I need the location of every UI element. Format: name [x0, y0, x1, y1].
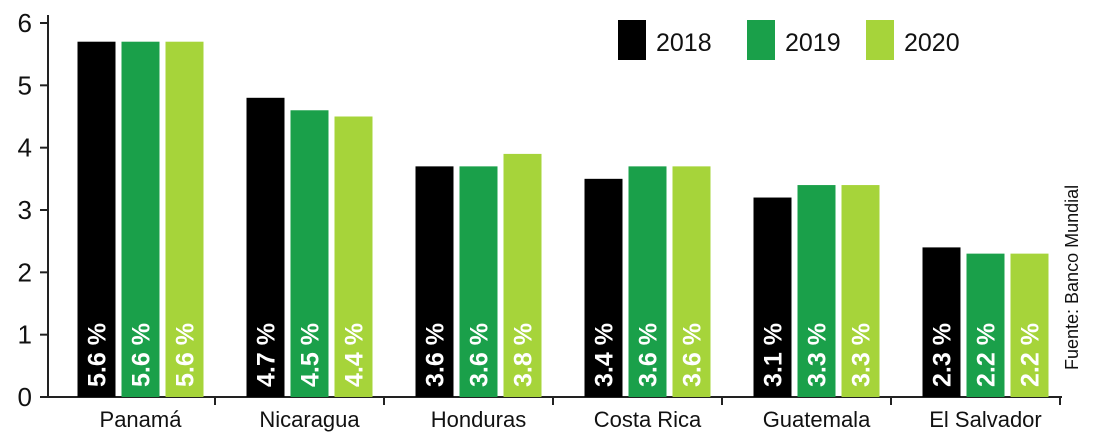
y-tick-label: 0	[18, 382, 32, 412]
bar-2019	[628, 166, 667, 397]
axes	[40, 15, 1062, 405]
bar-data-label: 5.6 %	[172, 323, 200, 387]
y-tick-label: 2	[18, 257, 32, 287]
legend: 2018 2019 2020	[618, 20, 960, 60]
category-label: Nicaragua	[259, 407, 360, 432]
axis-labels: 0 1 2 3 4 5 6 Panamá Nicaragua Honduras Costa Rica…	[18, 8, 1042, 432]
bar-data-label: 3.4 %	[591, 323, 619, 387]
legend-swatch-2018	[618, 20, 646, 60]
legend-label-2019: 2019	[785, 29, 841, 57]
bar-data-label: 3.3 %	[848, 323, 876, 387]
bar-data-label: 3.3 %	[804, 323, 832, 387]
category-label: Guatemala	[763, 407, 871, 432]
y-tick-label: 6	[18, 8, 32, 38]
bar-data-label: 3.8 %	[510, 323, 538, 387]
bar-2019	[121, 41, 160, 397]
bar-2019	[459, 166, 498, 397]
bars: 5.6 % 5.6 % 5.6 % 4.7 % 4.5 % 4.4 % 3.6 % 3.6 %…	[77, 41, 1049, 398]
bar-data-label: 2.2 %	[973, 323, 1001, 387]
category-label: Panamá	[100, 407, 183, 432]
bar-data-label: 3.6 %	[679, 323, 707, 387]
bar-2018	[415, 166, 454, 397]
bar-data-label: 5.6 %	[128, 323, 156, 387]
bar-2018	[246, 97, 285, 398]
bar-data-label: 3.6 %	[635, 323, 663, 387]
bar-data-label: 3.1 %	[760, 323, 788, 387]
bar-data-label: 2.2 %	[1017, 323, 1045, 387]
bar-data-label: 3.6 %	[422, 323, 450, 387]
bar-2018	[77, 41, 116, 397]
category-label: El Salvador	[929, 407, 1042, 432]
bar-data-label: 3.6 %	[466, 323, 494, 387]
y-tick-label: 1	[18, 320, 32, 350]
y-tick-label: 4	[18, 133, 32, 163]
bar-data-label: 4.5 %	[297, 323, 325, 387]
bar-2020	[1010, 253, 1049, 397]
bar-2020	[503, 153, 542, 397]
bar-data-label: 2.3 %	[929, 323, 957, 387]
bar-2020	[334, 116, 373, 397]
bar-2018	[584, 178, 623, 397]
bar-2020	[165, 41, 204, 397]
legend-label-2018: 2018	[656, 29, 712, 57]
bar-data-label: 5.6 %	[84, 323, 112, 387]
source-label: Fuente: Banco Mundial	[1062, 185, 1082, 370]
bar-data-label: 4.4 %	[341, 323, 369, 387]
bar-2019	[290, 110, 329, 398]
category-label: Costa Rica	[594, 407, 702, 432]
y-tick-label: 3	[18, 195, 32, 225]
legend-swatch-2020	[866, 20, 894, 60]
bar-2020	[672, 166, 711, 397]
bar-2018	[922, 247, 961, 397]
bar-2019	[797, 185, 836, 397]
legend-swatch-2019	[747, 20, 775, 60]
y-tick-label: 5	[18, 70, 32, 100]
legend-label-2020: 2020	[904, 29, 960, 57]
category-label: Honduras	[431, 407, 526, 432]
bar-2020	[841, 185, 880, 397]
bar-2019	[966, 253, 1005, 397]
bar-data-label: 4.7 %	[253, 323, 281, 387]
bar-2018	[753, 197, 792, 397]
